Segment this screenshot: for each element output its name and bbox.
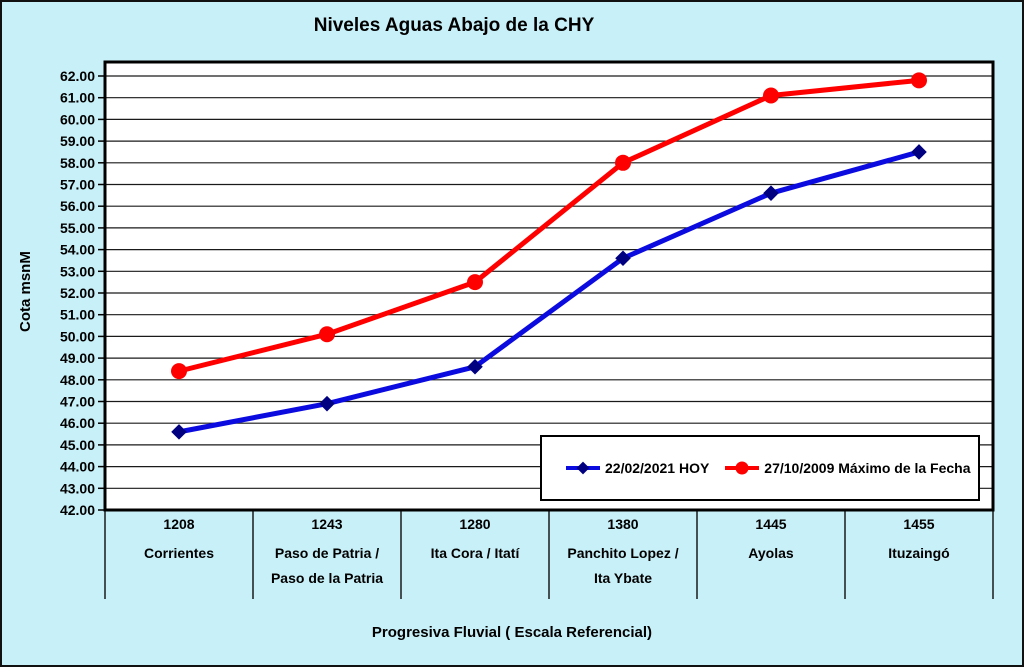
- data-point: [911, 72, 927, 89]
- category-name: Paso de Patria /: [274, 545, 380, 561]
- legend-label-hoy: 22/02/2021 HOY: [605, 460, 710, 476]
- data-point: [615, 154, 631, 171]
- y-tick-label: 61.00: [60, 90, 95, 106]
- y-tick-label: 46.00: [60, 415, 95, 431]
- y-tick-label: 49.00: [60, 350, 95, 366]
- y-tick-label: 43.00: [60, 480, 95, 496]
- data-point: [171, 363, 187, 380]
- y-tick-label: 51.00: [60, 307, 95, 323]
- category-name: Ita Cora / Itatí: [430, 545, 520, 561]
- category-km: 1455: [903, 516, 935, 532]
- plot-border: [103, 60, 995, 512]
- series-line-1: [176, 77, 922, 374]
- legend-swatch-blue: [566, 461, 600, 475]
- legend-swatch-red: [725, 461, 760, 475]
- y-tick-label: 58.00: [60, 155, 95, 171]
- category-label: 1208 Corrientes: [105, 516, 253, 566]
- y-tick-label: 62.00: [60, 68, 95, 84]
- y-tick-label: 52.00: [60, 285, 95, 301]
- y-tick-label: 55.00: [60, 220, 95, 236]
- diamond-marker-icon: [576, 461, 590, 475]
- series-line-0: [176, 149, 922, 435]
- category-km: 1445: [755, 516, 787, 532]
- y-tick-label: 60.00: [60, 111, 95, 127]
- y-tick-label: 48.00: [60, 372, 95, 388]
- y-tick-label: 54.00: [60, 242, 95, 258]
- y-tick-label: 50.00: [60, 328, 95, 344]
- y-tick-label: 53.00: [60, 263, 95, 279]
- category-km: 1208: [163, 516, 195, 532]
- category-km: 1280: [459, 516, 491, 532]
- y-tick-label: 44.00: [60, 459, 95, 475]
- category-name: Ayolas: [748, 545, 794, 561]
- category-name: Paso de la Patria: [270, 570, 384, 586]
- circle-marker-icon: [735, 461, 749, 475]
- category-label: 1280 Ita Cora / Itatí: [401, 516, 549, 566]
- data-point: [319, 326, 335, 343]
- category-label: 1445 Ayolas: [697, 516, 845, 566]
- y-tick-label: 57.00: [60, 177, 95, 193]
- y-tick-label: 45.00: [60, 437, 95, 453]
- chart-title: Niveles Aguas Abajo de la CHY: [313, 15, 595, 36]
- category-name: Corrientes: [143, 545, 215, 561]
- category-km: 1243: [311, 516, 343, 532]
- legend: 22/02/2021 HOY 27/10/2009 Máximo de la F…: [540, 435, 980, 501]
- data-point: [467, 274, 483, 291]
- legend-label-maximo: 27/10/2009 Máximo de la Fecha: [764, 460, 971, 476]
- x-axis-title: Progresiva Fluvial ( Escala Referencial): [371, 624, 653, 641]
- category-name: Panchito Lopez /: [567, 545, 679, 561]
- y-tick-label: 59.00: [60, 133, 95, 149]
- category-label: 1380 Panchito Lopez / Ita Ybate: [549, 516, 697, 591]
- category-label: 1455 Ituzaingó: [845, 516, 993, 566]
- legend-entry-maximo: 27/10/2009 Máximo de la Fecha: [725, 460, 971, 476]
- legend-entry-hoy: 22/02/2021 HOY: [566, 460, 709, 476]
- data-point: [763, 87, 779, 104]
- category-km: 1380: [607, 516, 639, 532]
- y-tick-label: 47.00: [60, 394, 95, 410]
- category-name: Ita Ybate: [593, 570, 653, 586]
- category-name: Ituzaingó: [888, 545, 950, 561]
- y-tick-label: 42.00: [60, 502, 95, 518]
- category-label: 1243 Paso de Patria / Paso de la Patria: [253, 516, 401, 591]
- y-tick-label: 56.00: [60, 198, 95, 214]
